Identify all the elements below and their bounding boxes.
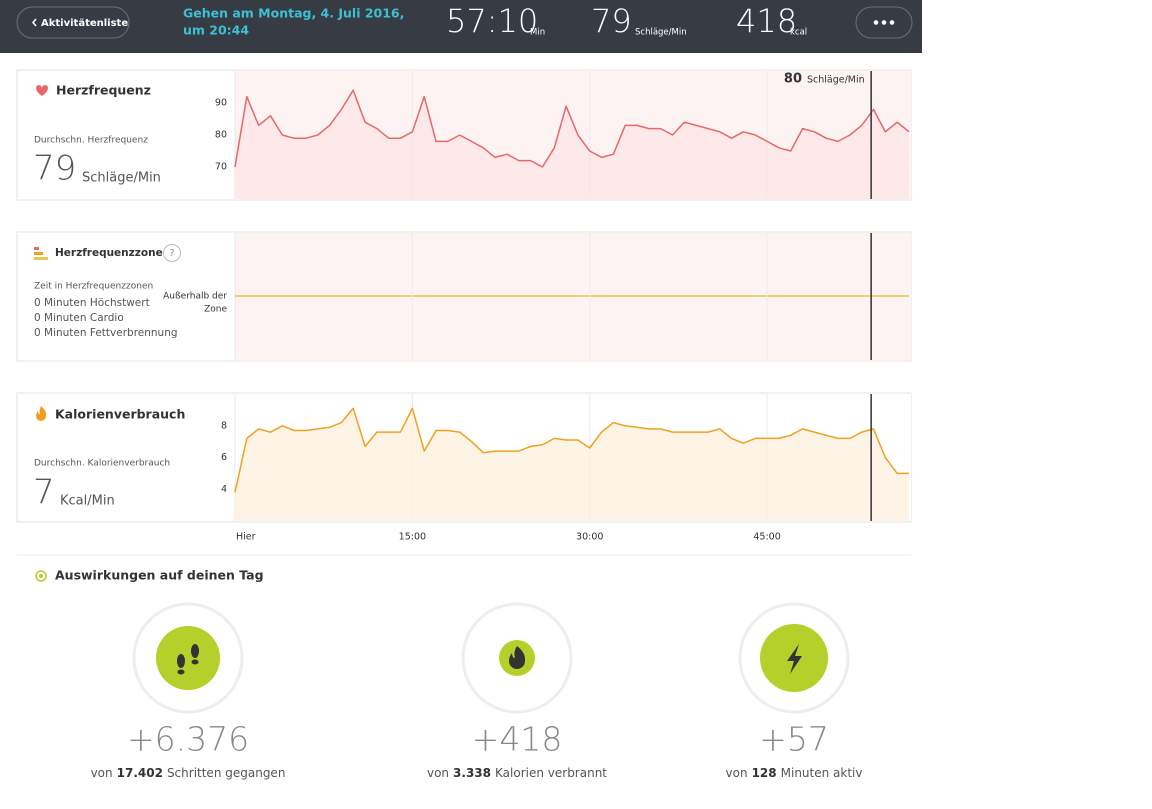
x-tick-label: 45:00 (753, 532, 780, 543)
impact-delta: +6.376 (127, 720, 249, 759)
heart-icon (36, 85, 48, 96)
stat-value: 79 (591, 2, 632, 40)
y-tick-label: 80 (215, 130, 227, 141)
impact-icon (39, 574, 43, 578)
x-tick-label: 30:00 (576, 532, 603, 543)
impact-delta: +57 (759, 720, 829, 759)
avg-unit: Kcal/Min (60, 494, 115, 509)
caption-suffix: Kalorien verbrannt (495, 766, 607, 780)
caption-suffix: Minuten aktiv (781, 766, 863, 780)
y-tick-label: 70 (215, 162, 227, 173)
impact-title: Auswirkungen auf deinen Tag (55, 568, 264, 583)
caption-total: 17.402 (117, 766, 163, 780)
zones-subtitle: Zeit in Herzfrequenzzonen (34, 282, 153, 292)
back-button[interactable] (16, 6, 130, 39)
activity-title: um 20:44 (183, 23, 249, 38)
avg-label: Durchschn. Kalorienverbrauch (34, 459, 170, 469)
caption-total: 3.338 (453, 766, 491, 780)
x-tick-label: 15:00 (399, 532, 426, 543)
stat-unit: Schläge/Min (635, 28, 687, 38)
y-tick-label: 4 (221, 484, 227, 495)
area (235, 90, 909, 199)
caption-prefix: von (91, 766, 113, 780)
stat-value: 57:10 (446, 2, 538, 40)
avg-label: Durchschn. Herzfrequenz (34, 136, 148, 146)
menu-button[interactable] (855, 6, 913, 39)
caption-suffix: Schritten gegangen (167, 766, 285, 780)
back-icon (32, 18, 37, 27)
active-badge (738, 602, 850, 714)
stat-unit: kcal (790, 28, 807, 38)
avg-unit: Schläge/Min (82, 171, 161, 186)
area (235, 408, 909, 521)
zone-label: Außerhalb der (163, 292, 227, 302)
zone-label: Zone (204, 305, 227, 315)
calories-badge (461, 602, 573, 714)
x-tick-label: Hier (236, 532, 256, 543)
panel-title: Herzfrequenz (56, 83, 151, 98)
zone-row: 0 Minuten Höchstwert (34, 297, 150, 309)
y-tick-label: 6 (221, 452, 227, 463)
caption-prefix: von (726, 766, 748, 780)
impact-caption: von 17.402 Schritten gegangen (91, 766, 286, 780)
caption-total: 128 (752, 766, 777, 780)
impact-delta: +418 (472, 720, 563, 759)
help-label[interactable]: ? (169, 248, 174, 259)
help-button[interactable] (163, 244, 181, 262)
avg-value: 7 (33, 473, 55, 513)
menu-dots (873, 20, 895, 25)
header-bar (0, 0, 922, 53)
avg-value: 79 (33, 149, 76, 189)
back-label[interactable]: Aktivitätenliste (41, 18, 128, 29)
line (234, 407, 909, 493)
impact-caption: von 3.338 Kalorien verbrannt (427, 766, 607, 780)
flame-icon (36, 406, 47, 421)
impact-icon (35, 570, 47, 582)
zones-icon (34, 247, 48, 260)
panel-title: Kalorienverbrauch (55, 407, 185, 422)
zone-row: 0 Minuten Fettverbrennung (34, 327, 178, 339)
zone-row: 0 Minuten Cardio (34, 312, 124, 324)
cursor-unit: Schläge/Min (807, 75, 865, 86)
caption-prefix: von (427, 766, 449, 780)
stat-unit: Min (530, 28, 545, 38)
panel-title: Herzfrequenzzonen (55, 247, 170, 259)
cursor-value: 80 (784, 72, 802, 87)
steps-badge (132, 602, 244, 714)
activity-title: Gehen am Montag, 4. Juli 2016, (183, 6, 404, 21)
y-tick-label: 8 (221, 420, 227, 431)
y-tick-label: 90 (215, 98, 227, 109)
line (234, 89, 910, 168)
impact-caption: von 128 Minuten aktiv (726, 766, 863, 780)
stat-value: 418 (736, 2, 797, 40)
